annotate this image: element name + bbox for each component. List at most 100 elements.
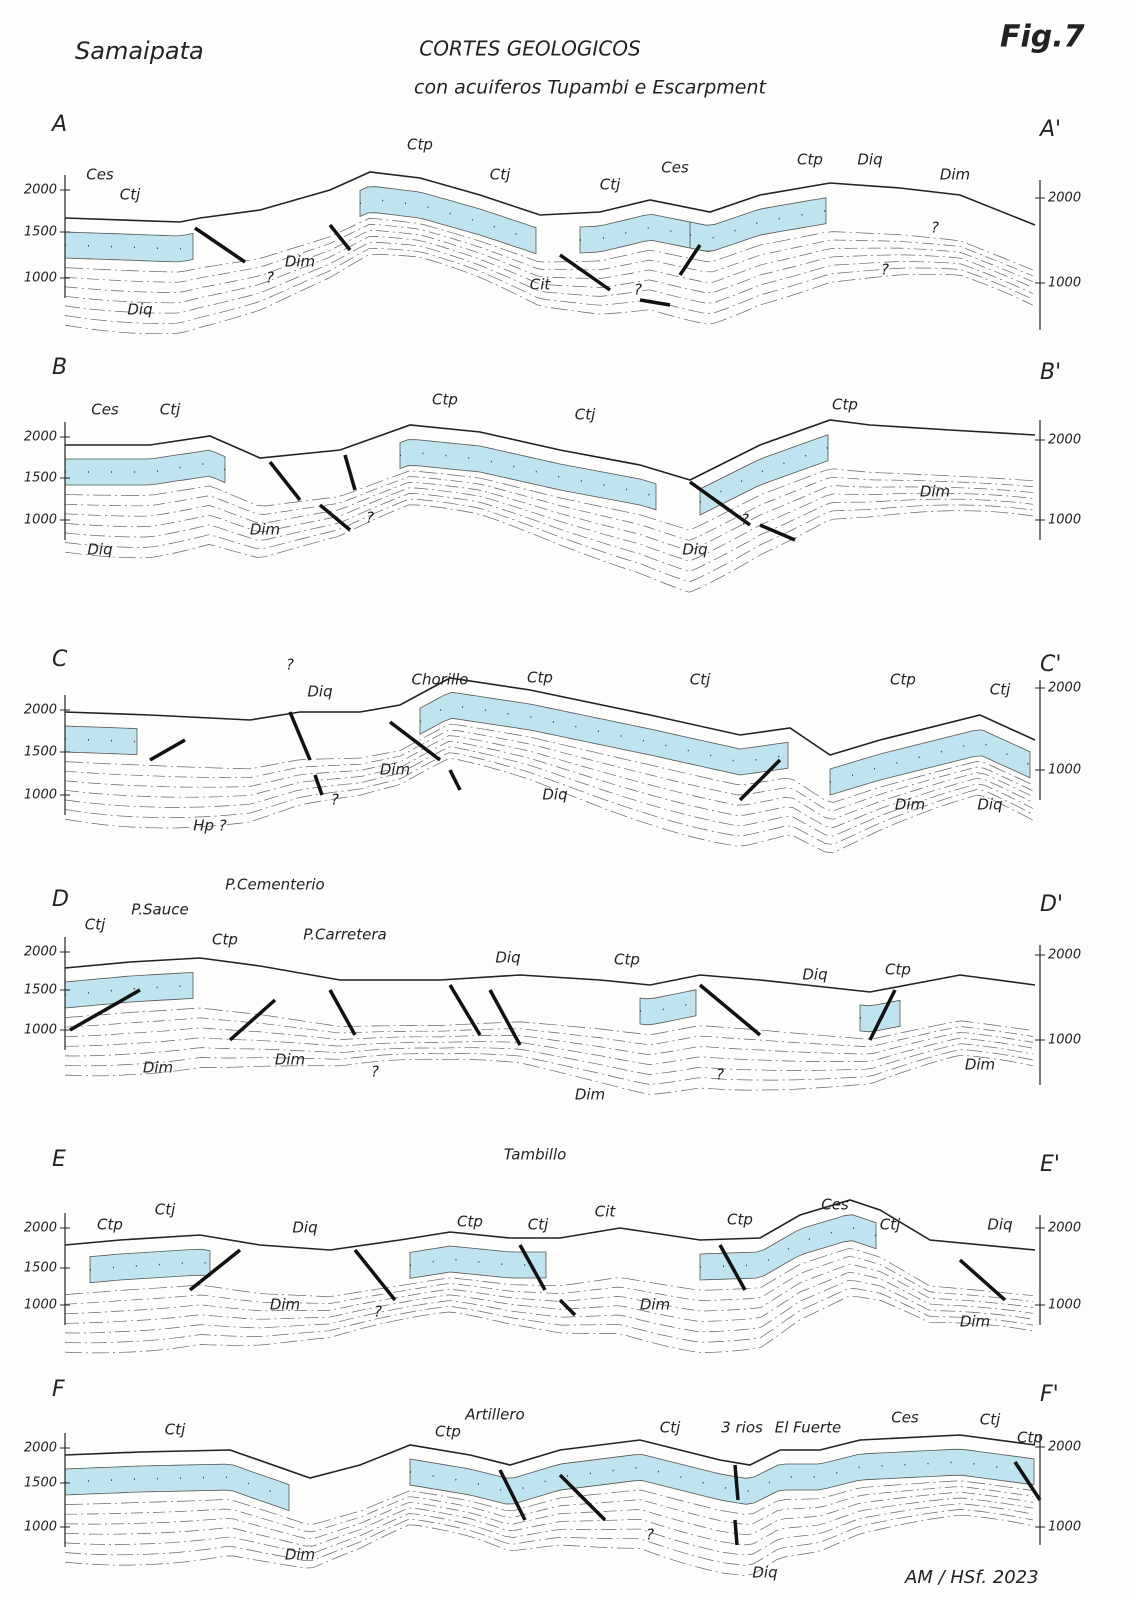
unit-label: Ctj [528, 1216, 549, 1234]
section-end: C' [1040, 652, 1061, 677]
unit-label: P.Sauce [131, 901, 188, 919]
unit-label: Ctp [797, 151, 823, 169]
unit-label: ? [286, 656, 294, 674]
unit-label: Cit [530, 276, 552, 294]
axis-label: 2000 [1048, 1221, 1081, 1236]
axis-label: 1000 [24, 271, 57, 286]
unit-label: Ctj [490, 166, 511, 184]
unit-label: Dim [940, 166, 970, 184]
unit-label: Diq [857, 151, 882, 169]
unit-label: Cit [595, 1203, 617, 1221]
axis-label: 2000 [1048, 1440, 1081, 1455]
unit-label: Ces [86, 166, 114, 184]
unit-label: Dim [640, 1296, 670, 1314]
axis-label: 1500 [24, 471, 57, 486]
aquifer [65, 232, 193, 262]
subtitle: con acuiferos Tupambi e Escarpment [414, 77, 767, 99]
unit-label: Ctp [527, 669, 553, 687]
unit-label: Ctp [97, 1216, 123, 1234]
axis-label: 1000 [1048, 1033, 1081, 1048]
unit-label: Dim [143, 1059, 173, 1077]
unit-label: Ctj [160, 401, 181, 419]
unit-label: Ces [821, 1196, 849, 1214]
axis-label: 1000 [24, 1520, 57, 1535]
axis-label: 2000 [24, 703, 57, 718]
unit-label: ? [881, 261, 889, 279]
axis-label: 1500 [24, 745, 57, 760]
section-end: D' [1040, 892, 1063, 917]
unit-label: Diq [307, 683, 332, 701]
unit-label: Chorillo [411, 671, 468, 689]
section-end: F' [1040, 1382, 1059, 1407]
unit-label: Tambillo [504, 1146, 567, 1164]
axis-label: 2000 [24, 183, 57, 198]
unit-label: Ctj [990, 681, 1011, 699]
unit-label: ? [266, 269, 274, 287]
unit-label: Dim [965, 1056, 995, 1074]
unit-label: Diq [87, 541, 112, 559]
unit-label: Dim [575, 1086, 605, 1104]
axis-label: 1000 [1048, 1520, 1081, 1535]
unit-label: Ctp [435, 1423, 461, 1441]
unit-label: Ctp [727, 1211, 753, 1229]
unit-label: Ctj [660, 1419, 681, 1437]
section-start: D [52, 887, 69, 912]
unit-label: Ctp [1017, 1429, 1043, 1447]
unit-label: ? [646, 1526, 654, 1544]
axis-label: 1000 [24, 1298, 57, 1313]
unit-label: Ctp [832, 396, 858, 414]
unit-label: Diq [495, 949, 520, 967]
unit-label: 3 rios [721, 1419, 763, 1437]
unit-label: Hp ? [193, 817, 227, 835]
unit-label: Ctj [980, 1411, 1001, 1429]
unit-label: ? [371, 1063, 379, 1081]
unit-label: Dim [270, 1296, 300, 1314]
unit-label: Dim [275, 1051, 305, 1069]
unit-label: Ctp [885, 961, 911, 979]
unit-label: Ces [91, 401, 119, 419]
section-end: A' [1038, 117, 1061, 142]
axis-label: 2000 [1048, 433, 1081, 448]
unit-label: Ctp [614, 951, 640, 969]
section-start: E [52, 1147, 66, 1172]
unit-label: Dim [960, 1313, 990, 1331]
signature: AM / HSf. 2023 [904, 1567, 1039, 1588]
unit-label: ? [374, 1303, 382, 1321]
section-start: A [50, 112, 67, 137]
unit-label: Diq [802, 966, 827, 984]
unit-label: Ctp [457, 1213, 483, 1231]
unit-label: Ctj [600, 176, 621, 194]
unit-label: Dim [250, 521, 280, 539]
section-end: B' [1040, 360, 1061, 385]
aquifer [65, 726, 137, 755]
unit-label: Diq [292, 1219, 317, 1237]
axis-label: 1000 [1048, 1298, 1081, 1313]
unit-label: Ctj [690, 671, 711, 689]
unit-label: Artillero [464, 1406, 524, 1424]
axis-label: 1000 [1048, 763, 1081, 778]
axis-label: 1500 [24, 1261, 57, 1276]
unit-label: Ctj [120, 186, 141, 204]
axis-label: 1000 [24, 513, 57, 528]
place-name: Samaipata [75, 37, 204, 65]
axis-label: 1500 [24, 983, 57, 998]
unit-label: P.Cementerio [225, 876, 324, 894]
unit-label: Diq [752, 1564, 777, 1582]
axis-label: 2000 [24, 1221, 57, 1236]
axis-label: 2000 [24, 1441, 57, 1456]
section-start: B [52, 355, 67, 380]
unit-label: Ctp [890, 671, 916, 689]
section-end: E' [1040, 1152, 1060, 1177]
unit-label: Diq [977, 796, 1002, 814]
axis-label: 1500 [24, 1476, 57, 1491]
axis-label: 1000 [24, 1023, 57, 1038]
unit-label: ? [741, 511, 749, 529]
unit-label: Diq [987, 1216, 1012, 1234]
unit-label: Dim [285, 1546, 315, 1564]
axis-label: 1000 [1048, 513, 1081, 528]
unit-label: Ctp [432, 391, 458, 409]
unit-label: Ctj [575, 406, 596, 424]
figure: Samaipata CORTES GEOLOGICOS con acuifero… [0, 0, 1135, 1600]
fault [735, 1520, 737, 1545]
axis-label: 2000 [1048, 191, 1081, 206]
